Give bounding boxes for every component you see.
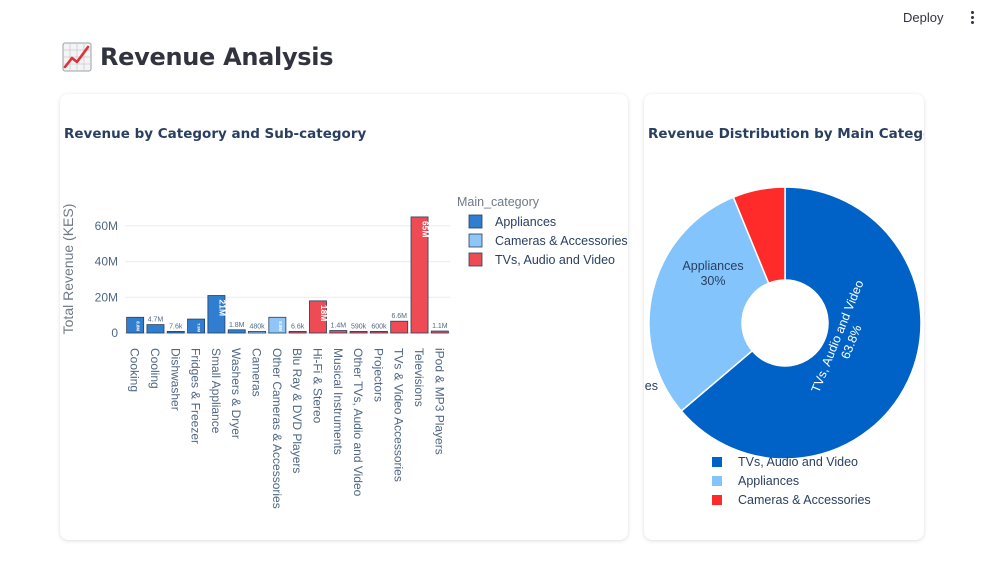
legend-swatch[interactable] (468, 252, 483, 267)
bar-value-label: 7.8M (196, 323, 201, 333)
bar-chart-card: Revenue by Category and Sub-category 0 20… (60, 94, 628, 540)
bar-5[interactable] (207, 295, 226, 334)
bar-2[interactable] (146, 324, 165, 334)
bar-value-label: 1.8M (229, 322, 245, 329)
bar-value-label: 8.8M (278, 321, 283, 331)
bar-value-label: 1.4M (331, 323, 347, 330)
bar-16[interactable] (430, 330, 449, 334)
bar-chart-title: Revenue by Category and Sub-category (64, 126, 367, 142)
legend-swatch[interactable] (468, 233, 483, 248)
x-tick-label: Dishwasher (168, 348, 182, 411)
legend-item-label[interactable]: Cameras & Accessories (495, 234, 628, 248)
x-tick-label: Blu Ray & DVD Players (290, 348, 304, 473)
x-tick-label: TVs & Video Accessories (392, 348, 406, 482)
bar-13[interactable] (369, 330, 388, 334)
bar-14[interactable] (390, 320, 409, 334)
x-tick-label: Musical Instruments (331, 348, 345, 455)
x-tick-label: Washers & Dryer (229, 348, 243, 439)
x-tick-label: Cameras (250, 348, 264, 397)
bar-11[interactable] (329, 330, 348, 334)
x-tick-label: Projectors (371, 348, 385, 402)
pie-legend-item-label[interactable]: Cameras & Accessories (738, 493, 871, 507)
pie-slice-label-name: Appliances (682, 259, 743, 273)
bar-10[interactable] (309, 300, 327, 334)
bar-7[interactable] (248, 330, 266, 334)
bar-15[interactable] (410, 216, 429, 334)
pie-slice-3[interactable] (732, 186, 786, 285)
pie-chart: TVs, Audio and Video63.8%Appliances30%ie… (644, 186, 922, 507)
legend-title: Main_category (457, 195, 540, 209)
bar-4[interactable] (187, 318, 206, 334)
pie-legend-swatch[interactable] (712, 476, 722, 486)
bar-value-label: 21M (217, 300, 227, 317)
chart-increasing-icon (62, 42, 92, 72)
pie-slice-label-clipped: ies (644, 379, 658, 393)
legend-swatch[interactable] (468, 214, 483, 229)
pie-slice-1[interactable] (680, 186, 922, 460)
bar-value-label: 8.8M (136, 321, 141, 331)
bar-value-label: 7.6k (169, 323, 183, 330)
y-tick-label: 0 (111, 326, 118, 340)
pie-legend-swatch[interactable] (712, 457, 722, 467)
x-tick-label: Cooling (148, 348, 162, 389)
pie-legend-item-label[interactable]: Appliances (738, 474, 799, 488)
y-tick-label: 60M (95, 219, 118, 233)
y-tick-label: 40M (95, 255, 118, 269)
pie-slice-2[interactable] (648, 196, 770, 413)
pie-chart-title: Revenue Distribution by Main Category (648, 126, 924, 142)
bar-value-label: 600k (371, 323, 387, 330)
x-tick-label: Other TVs, Audio and Video (351, 348, 365, 497)
bar-value-label: 6.6k (291, 323, 305, 330)
bar-6[interactable] (227, 329, 246, 334)
page-title-text: Revenue Analysis (100, 43, 334, 71)
y-axis-title: Total Revenue (KES) (60, 204, 76, 335)
bar-value-label: 480k (249, 323, 265, 330)
bar-3[interactable] (166, 330, 185, 334)
legend-item-label[interactable]: Appliances (495, 215, 556, 229)
x-tick-label: Small Appliance (209, 348, 223, 434)
bar-chart: 0 20M 40M 60M Total Revenue (KES) 8.8M Cooking… (60, 195, 628, 509)
x-tick-label: Other Cameras & Accessories (270, 348, 284, 509)
app-header: Deploy (0, 0, 989, 34)
bar-value-label: 1.1M (432, 323, 448, 330)
pie-chart-card: Revenue Distribution by Main Category TV… (644, 94, 924, 540)
pie-slice-label-pct: 30% (700, 274, 725, 288)
pie-legend-item-label[interactable]: TVs, Audio and Video (738, 455, 858, 469)
bar-1[interactable] (126, 316, 145, 334)
legend-item-label[interactable]: TVs, Audio and Video (495, 253, 615, 267)
bar-8[interactable] (268, 316, 287, 334)
x-tick-label: iPod & MP3 Players (432, 348, 446, 455)
x-tick-label: Fridges & Freezer (189, 348, 203, 444)
x-tick-label: Hi-Fi & Stereo (310, 348, 324, 424)
bar-9[interactable] (288, 330, 307, 334)
page-title: Revenue Analysis (62, 40, 334, 74)
bar-value-label: 65M (421, 221, 431, 238)
x-tick-label: Cooking (128, 348, 142, 392)
bar-12[interactable] (349, 330, 368, 334)
main-menu-icon[interactable] (964, 7, 980, 27)
bar-value-label: 4.7M (148, 317, 164, 324)
x-tick-label: Televisions (412, 348, 426, 407)
bar-value-label: 6.6M (391, 313, 407, 320)
y-tick-label: 20M (95, 290, 118, 304)
bar-value-label: 18M (319, 305, 329, 322)
bar-value-label: 590k (351, 323, 367, 330)
pie-legend-swatch[interactable] (712, 495, 722, 505)
deploy-button[interactable]: Deploy (896, 7, 950, 27)
